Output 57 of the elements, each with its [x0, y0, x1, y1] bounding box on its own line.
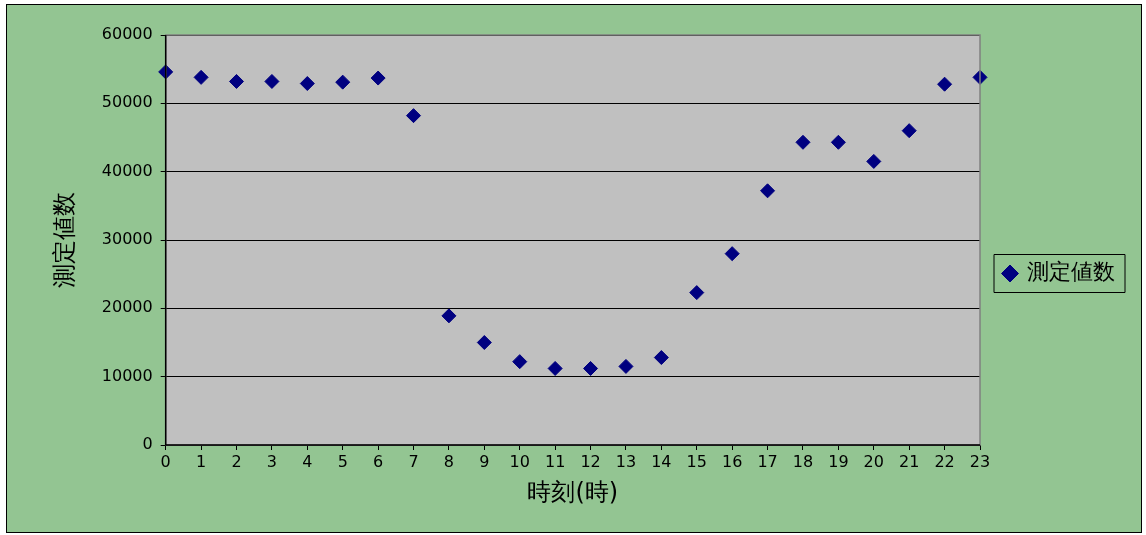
point: [264, 73, 280, 89]
x-tick-label: 20: [863, 451, 884, 471]
y-tick-label: 60000: [101, 24, 153, 44]
y-tick-label: 10000: [101, 365, 153, 385]
x-tick-label: 14: [651, 451, 672, 471]
x-tick-label: 5: [337, 451, 348, 471]
y-axis-title: 測定値数: [49, 192, 78, 288]
x-tick-label: 0: [160, 451, 171, 471]
x-tick-label: 3: [266, 451, 278, 471]
x-tick-label: 17: [757, 451, 778, 471]
x-tick-label: 8: [443, 451, 455, 471]
point: [901, 123, 917, 139]
point: [299, 76, 315, 92]
y-tick-label: 50000: [101, 92, 153, 112]
point: [760, 183, 776, 199]
x-tick-label: 19: [828, 451, 849, 471]
point: [370, 70, 386, 86]
x-axis-title: 時刻(時): [527, 477, 619, 506]
point: [618, 358, 634, 374]
x-tick-label: 18: [792, 451, 814, 471]
x-tick-label: 13: [615, 451, 637, 471]
legend-label: 測定値数: [1027, 259, 1115, 285]
point: [653, 350, 669, 366]
y-tick-label: 20000: [101, 297, 153, 317]
point: [512, 354, 528, 370]
y-tick-label: 0: [142, 434, 153, 454]
x-tick-label: 1: [196, 451, 207, 471]
x-tick-label: 2: [231, 451, 242, 471]
point: [866, 153, 882, 169]
point: [406, 108, 422, 124]
x-tick-label: 23: [969, 451, 991, 471]
point: [724, 246, 740, 262]
point: [441, 308, 457, 324]
point: [795, 134, 811, 150]
point: [689, 285, 705, 301]
point: [335, 74, 351, 90]
x-tick-label: 16: [721, 451, 743, 471]
x-tick-label: 11: [544, 451, 566, 471]
y-tick-label: 40000: [101, 160, 153, 180]
point: [158, 64, 174, 80]
x-tick-label: 21: [899, 451, 920, 471]
x-tick-label: 22: [934, 451, 955, 471]
x-tick-label: 9: [479, 451, 490, 471]
x-tick-label: 6: [373, 451, 384, 471]
x-tick-label: 7: [408, 451, 419, 471]
point: [193, 69, 209, 85]
x-tick-label: 12: [580, 451, 601, 471]
x-tick-label: 4: [302, 451, 313, 471]
point: [583, 360, 599, 376]
x-tick-label: 15: [686, 451, 707, 471]
y-tick-label: 30000: [101, 229, 153, 249]
point: [547, 360, 563, 376]
x-tick-label: 10: [509, 451, 530, 471]
point: [476, 335, 492, 350]
point: [937, 76, 953, 92]
point: [830, 134, 846, 150]
point: [229, 73, 245, 89]
